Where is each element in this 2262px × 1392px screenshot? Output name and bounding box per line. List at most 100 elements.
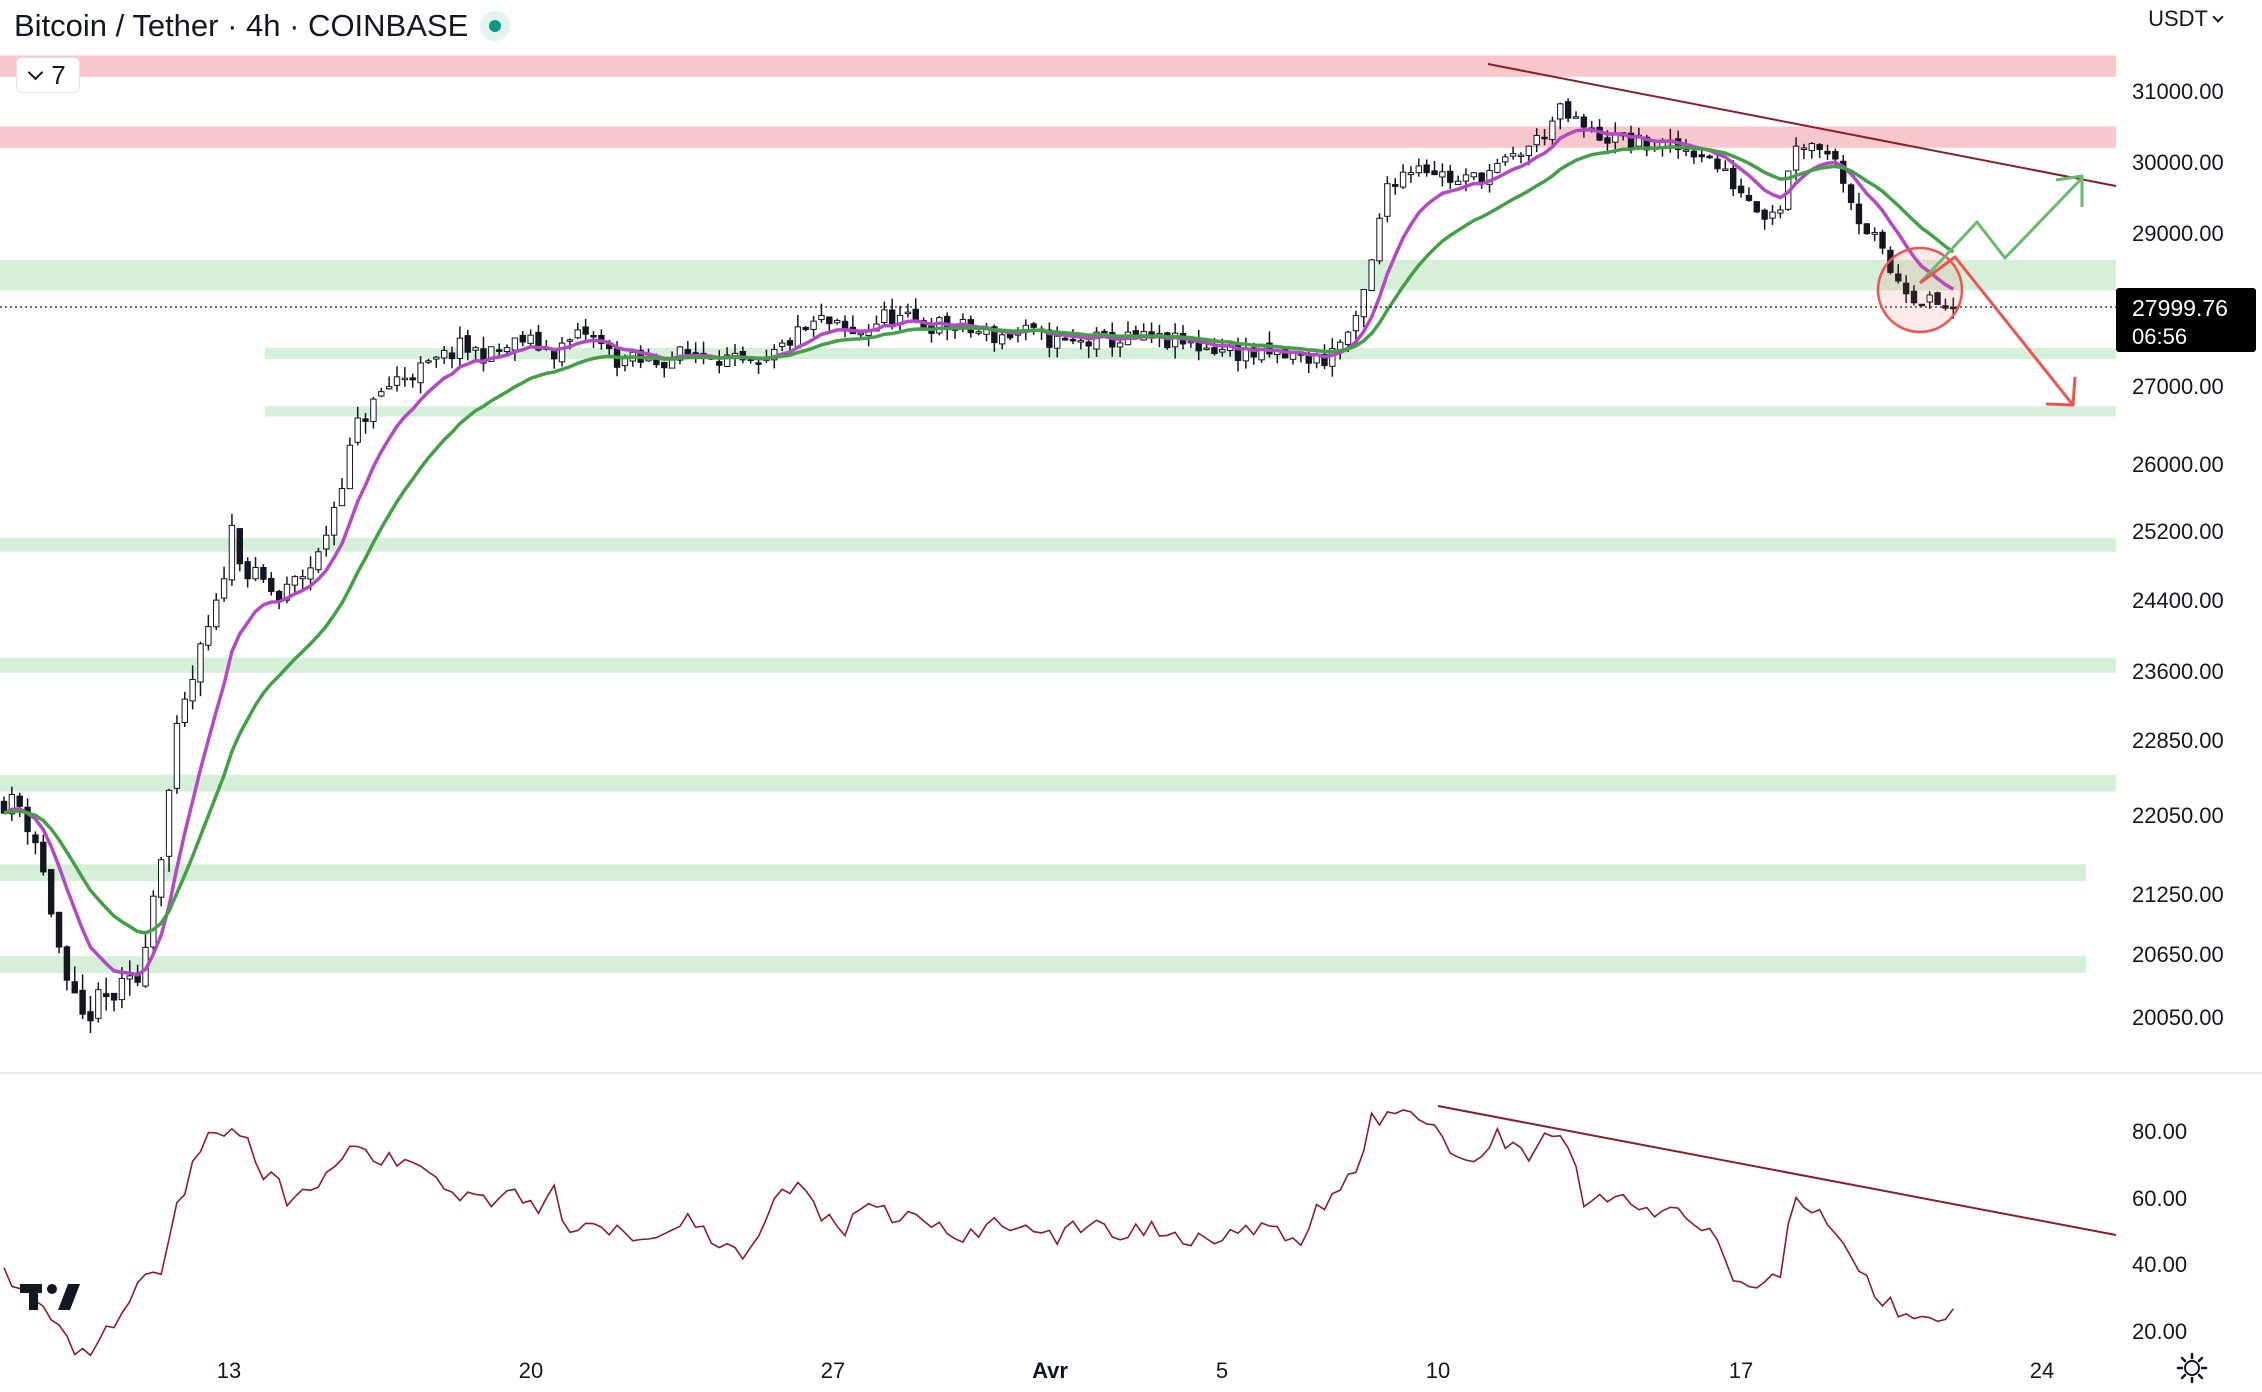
candle-body bbox=[1069, 338, 1077, 342]
candle-body bbox=[1203, 347, 1210, 350]
candle-body bbox=[1824, 150, 1831, 155]
candle-body bbox=[315, 551, 322, 571]
candle-body bbox=[778, 342, 786, 347]
candle-body bbox=[472, 347, 479, 351]
gear-icon[interactable] bbox=[2176, 1352, 2208, 1384]
candle-body bbox=[1690, 150, 1698, 158]
time-tick-label: 10 bbox=[1426, 1358, 1450, 1383]
bearish-scenario-arrow bbox=[1919, 255, 2075, 406]
candle-body bbox=[252, 566, 259, 580]
candle-body bbox=[810, 320, 817, 330]
time-axis-layer: 13 20 27 Avr 5 10 17 24 bbox=[217, 1358, 2054, 1383]
candle-body bbox=[1714, 158, 1721, 170]
descending-trendline bbox=[1487, 63, 2117, 187]
candle-body bbox=[370, 398, 377, 423]
candle-body bbox=[1541, 136, 1548, 140]
time-tick-label: 24 bbox=[2030, 1358, 2054, 1383]
candle-body bbox=[1761, 209, 1768, 220]
indicator-toggle-button[interactable]: 7 bbox=[16, 57, 80, 93]
currency-selector[interactable]: USDT bbox=[2148, 6, 2224, 32]
price-tick-label: 22050.00 bbox=[2132, 803, 2224, 828]
candle-body bbox=[1698, 154, 1705, 158]
candle-body bbox=[126, 975, 133, 980]
tradingview-logo-icon bbox=[20, 1284, 80, 1310]
candle-body bbox=[118, 977, 126, 1001]
zones-layer bbox=[0, 55, 2116, 973]
candle-body bbox=[102, 993, 110, 998]
candle-body bbox=[40, 841, 47, 873]
candle-body bbox=[1572, 116, 1580, 119]
candle-body bbox=[786, 340, 794, 346]
candle-body bbox=[1832, 151, 1839, 160]
candle-body bbox=[1085, 341, 1092, 347]
candle-body bbox=[1855, 203, 1863, 225]
candle-body bbox=[1879, 231, 1886, 249]
candle-body bbox=[0, 800, 8, 814]
candle-body bbox=[1745, 195, 1753, 201]
candle-body bbox=[24, 806, 31, 833]
price-tick-label: 29000.00 bbox=[2132, 221, 2224, 246]
chart-header: Bitcoin / Tether · 4h · COINBASE bbox=[14, 8, 511, 44]
candle-body bbox=[354, 417, 361, 443]
candle-body bbox=[440, 349, 448, 359]
time-tick-label: 5 bbox=[1216, 1358, 1228, 1383]
time-tick-label: Avr bbox=[1032, 1358, 1068, 1383]
candle-body bbox=[330, 507, 338, 536]
candle-body bbox=[1439, 171, 1446, 178]
candle-body bbox=[1384, 183, 1391, 217]
candle-body bbox=[275, 590, 283, 601]
candle-body bbox=[260, 566, 267, 580]
candle-body bbox=[409, 377, 416, 381]
candle-body bbox=[1777, 209, 1784, 214]
candle-body bbox=[213, 599, 220, 628]
candle-body bbox=[95, 989, 102, 1019]
candle-body bbox=[378, 391, 385, 397]
current-price-label: 27999.76 bbox=[2132, 295, 2228, 321]
candle-body bbox=[401, 377, 409, 381]
candle-body bbox=[228, 524, 236, 581]
candle-body bbox=[181, 698, 188, 724]
candle-body bbox=[1895, 273, 1902, 282]
candle-body bbox=[1321, 354, 1328, 367]
candle-body bbox=[189, 678, 196, 702]
ema-layer bbox=[3, 127, 1955, 977]
candle-body bbox=[385, 386, 393, 390]
candle-body bbox=[1517, 154, 1525, 158]
support-zone bbox=[265, 347, 2116, 360]
candle-body bbox=[1753, 201, 1760, 213]
candle-body bbox=[904, 311, 912, 315]
support-zone bbox=[0, 956, 2086, 973]
candle-body bbox=[1950, 306, 1957, 310]
price-axis-layer: 31000.00 30000.00 29000.00 27000.00 26000.00… bbox=[2116, 79, 2256, 1030]
ema-slow-line bbox=[3, 145, 1955, 935]
price-tick-label: 23600.00 bbox=[2132, 659, 2224, 684]
chevron-down-icon bbox=[27, 64, 44, 80]
candle-body bbox=[79, 989, 86, 1015]
candle-body bbox=[991, 326, 998, 344]
candle-body bbox=[1352, 315, 1360, 332]
time-tick-label: 20 bbox=[519, 1358, 543, 1383]
candle-body bbox=[676, 346, 684, 361]
candle-body bbox=[857, 332, 864, 336]
candle-body bbox=[1116, 342, 1124, 348]
candle-body bbox=[1706, 155, 1713, 159]
symbol-title[interactable]: Bitcoin / Tether · 4h · COINBASE bbox=[14, 8, 469, 43]
candle-body bbox=[1918, 303, 1926, 307]
candle-body bbox=[1344, 331, 1352, 345]
support-zone bbox=[265, 406, 2116, 417]
candle-body bbox=[1847, 184, 1855, 204]
candle-body bbox=[1580, 116, 1588, 128]
candle-body bbox=[975, 331, 982, 334]
candle-body bbox=[1792, 145, 1800, 171]
rsi-tick-label: 80.00 bbox=[2132, 1119, 2187, 1144]
candle-body bbox=[158, 859, 165, 898]
candle-body bbox=[236, 528, 244, 565]
candle-body bbox=[197, 643, 204, 683]
candle-body bbox=[1030, 323, 1037, 328]
candle-body bbox=[1289, 352, 1297, 360]
candle-body bbox=[1360, 288, 1367, 318]
candle-body bbox=[519, 334, 526, 343]
candle-body bbox=[1730, 167, 1737, 190]
candle-body bbox=[574, 329, 581, 339]
